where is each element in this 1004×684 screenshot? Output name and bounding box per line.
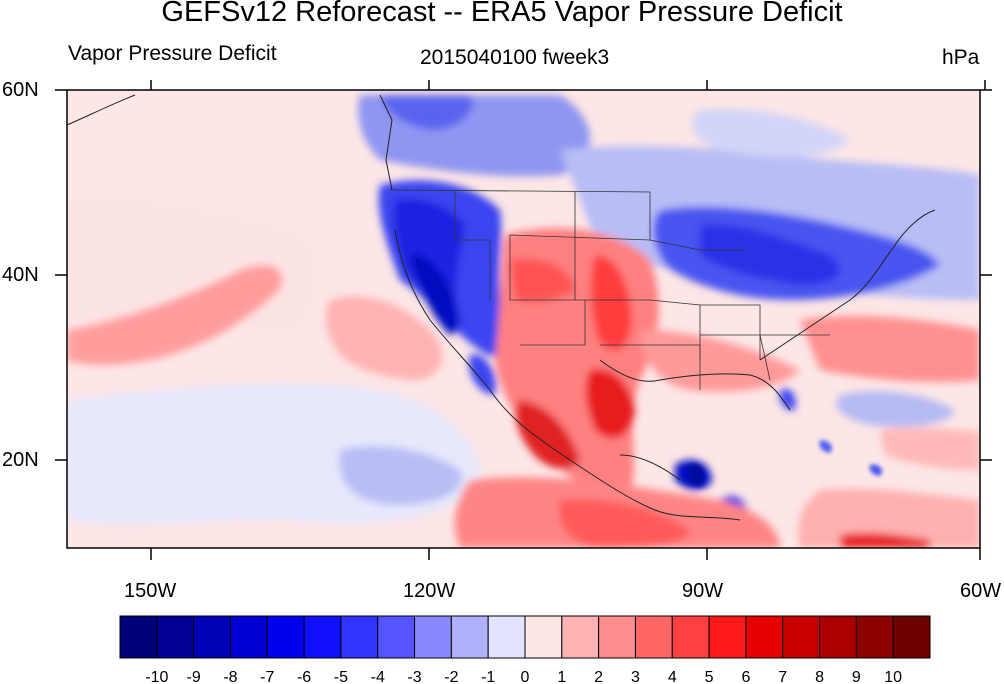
colorbar-swatch (340, 615, 379, 659)
lat-label: 60N (2, 79, 39, 101)
colorbar-swatch (229, 615, 268, 659)
colorbar-swatch (708, 615, 747, 659)
units-label: hPa (942, 46, 980, 69)
colorbar-tick-label: -9 (187, 669, 201, 684)
colorbar-swatch (634, 615, 673, 659)
colorbar-tick-label: 8 (815, 669, 824, 684)
colorbar-swatch (487, 615, 526, 659)
colorbar-swatch (855, 615, 894, 659)
colorbar-tick-label: 10 (884, 669, 902, 684)
colorbar-swatch (745, 615, 784, 659)
colorbar-swatch (671, 615, 710, 659)
colorbar-tick-label: 9 (852, 669, 861, 684)
lon-label: 120W (403, 580, 456, 602)
lon-label: 150W (124, 580, 177, 602)
colorbar-swatch (377, 615, 416, 659)
variable-label: Vapor Pressure Deficit (68, 42, 277, 65)
colorbar-swatch (156, 615, 195, 659)
lat-label: 40N (2, 264, 39, 286)
colorbar-tick-label: 2 (594, 669, 603, 684)
colorbar-tick-label: -8 (223, 669, 237, 684)
colorbar-tick-label: 7 (778, 669, 787, 684)
colorbar-tick-label: 6 (741, 669, 750, 684)
colorbar-swatch (782, 615, 821, 659)
map-plot-area (67, 90, 980, 548)
colorbar-tick-label: 4 (668, 669, 677, 684)
colorbar-tick-label: 5 (705, 669, 714, 684)
colorbar-swatch (892, 615, 931, 659)
colorbar-tick-label: -5 (334, 669, 348, 684)
vpd-field (67, 95, 980, 548)
colorbar-swatch (598, 615, 636, 659)
map-title: GEFSv12 Reforecast -- ERA5 Vapor Pressur… (161, 0, 843, 28)
colorbar-swatch (450, 615, 489, 659)
lon-label: 90W (682, 580, 724, 602)
colorbar-tick-label: -7 (260, 669, 274, 684)
colorbar-swatch (819, 615, 857, 659)
colorbar-swatch (119, 615, 158, 659)
colorbar-swatch (414, 615, 452, 659)
forecast-time-label: 2015040100 fweek3 (420, 46, 610, 69)
coastlines (67, 94, 936, 521)
colorbar-tick-label: -1 (481, 669, 495, 684)
axis-ticks (55, 80, 992, 560)
lat-label: 20N (2, 449, 39, 471)
colorbar-swatch (561, 615, 600, 659)
colorbar-swatch (303, 615, 342, 659)
colorbar-swatch (193, 615, 231, 659)
map-frame (66, 89, 981, 549)
state-boundaries (389, 189, 830, 390)
colorbar-tick-label: -2 (444, 669, 458, 684)
colorbar-tick-label: -4 (371, 669, 385, 684)
colorbar-tick-label: 0 (521, 669, 530, 684)
lon-label: 60W (960, 580, 1002, 602)
colorbar-tick-label: -10 (145, 669, 168, 684)
colorbar-swatch (266, 615, 305, 659)
colorbar-tick-label: 1 (557, 669, 566, 684)
colorbar-swatch (524, 615, 563, 659)
colorbar-tick-label: -6 (297, 669, 311, 684)
colorbar: -10 -9 -8 -7 -6 -5 -4 -3 -2 -1 0 1 2 3 4 5 6 7 8 9 10 (119, 615, 931, 684)
colorbar-tick-label: -3 (407, 669, 421, 684)
colorbar-tick-label: 3 (631, 669, 640, 684)
